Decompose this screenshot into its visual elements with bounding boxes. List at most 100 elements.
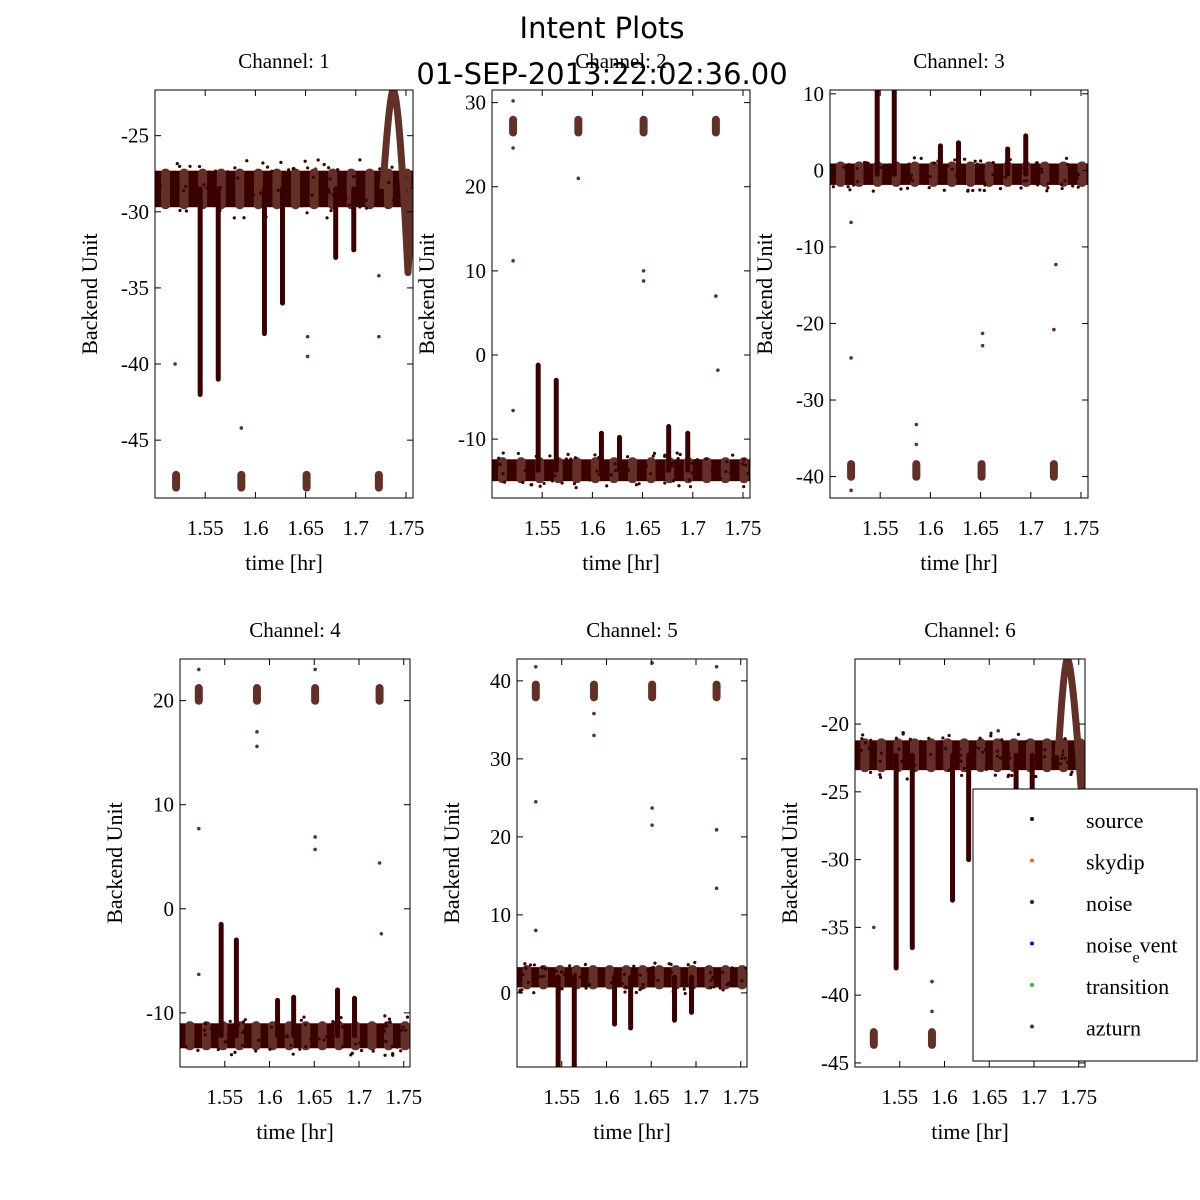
channel-1-panel: 1.55 1.6 1.65 1.7 1.75 -25 -30 -35 -40 -45 Channel… <box>77 49 424 575</box>
source-point <box>582 967 586 971</box>
source-point <box>1069 763 1073 767</box>
azturn-segment <box>301 1021 311 1051</box>
y-tick-label: -20 <box>821 712 849 736</box>
source-point <box>241 1020 246 1024</box>
source-point <box>548 977 552 982</box>
source-point <box>982 188 986 193</box>
source-point <box>989 740 993 744</box>
source-point <box>740 462 745 466</box>
x-tick-label: 1.65 <box>971 1085 1008 1109</box>
source-point <box>927 186 931 190</box>
source-point <box>927 736 931 740</box>
source-point <box>905 777 909 781</box>
source-point <box>587 983 592 987</box>
source-point <box>711 975 715 979</box>
source-point <box>226 1032 230 1037</box>
source-point <box>989 734 993 738</box>
source-point <box>578 975 582 979</box>
source-point <box>972 758 977 762</box>
source-point <box>721 970 725 974</box>
source-point <box>960 773 964 778</box>
source-point <box>983 183 987 187</box>
azturn-outlier <box>377 861 382 865</box>
azturn-segment <box>253 168 263 210</box>
x-tick-label: 1.6 <box>917 516 943 540</box>
source-point <box>1024 178 1029 183</box>
source-point <box>342 195 346 199</box>
legend-marker-5 <box>1030 1024 1034 1029</box>
azturn-segment <box>928 161 938 187</box>
y-tick-label: -35 <box>121 276 149 300</box>
source-point <box>695 473 699 477</box>
source-point <box>203 1028 207 1032</box>
source-point <box>842 165 846 169</box>
y-tick-label: -45 <box>121 428 149 452</box>
azturn-segment <box>966 161 976 187</box>
azturn-segment <box>702 457 712 484</box>
source-point <box>298 1047 302 1051</box>
source-point <box>734 979 738 983</box>
source-point <box>879 165 883 170</box>
source-point <box>978 736 982 740</box>
source-point <box>957 747 962 751</box>
source-point <box>299 1018 303 1022</box>
source-point <box>632 964 636 968</box>
x-tick-label: 1.7 <box>343 516 369 540</box>
source-point <box>326 188 330 192</box>
azturn-outlier <box>930 1009 934 1014</box>
source-point <box>642 475 646 479</box>
source-point <box>923 173 928 177</box>
x-tick-label: 1.6 <box>931 1085 957 1109</box>
source-point <box>663 453 667 457</box>
azturn-outlier <box>511 146 515 150</box>
source-point <box>641 466 646 471</box>
source-point <box>690 461 694 465</box>
source-point <box>947 733 951 738</box>
source-point <box>671 461 675 465</box>
source-point <box>645 968 650 972</box>
source-point <box>861 733 865 737</box>
source-point <box>998 756 1003 760</box>
source-point <box>188 164 192 168</box>
source-point <box>245 194 249 198</box>
source-point <box>553 474 557 478</box>
source-point <box>390 1044 394 1048</box>
azturn-segment <box>317 1021 327 1051</box>
source-point <box>637 482 641 486</box>
y-tick-label: -25 <box>821 780 849 804</box>
panel-title: Channel: 6 <box>924 618 1016 642</box>
azturn-segment <box>860 738 870 773</box>
source-point <box>919 739 923 744</box>
y-tick-label: 30 <box>465 91 486 115</box>
x-tick-label: 1.65 <box>624 516 661 540</box>
source-point <box>658 476 662 481</box>
source-point <box>830 176 834 181</box>
x-tick-label: 1.75 <box>722 1085 759 1109</box>
source-point <box>962 766 966 771</box>
azturn-segment <box>876 738 886 773</box>
source-point <box>269 186 273 190</box>
source-point <box>978 188 982 192</box>
azturn-outlier <box>305 354 310 359</box>
source-point <box>182 189 186 193</box>
source-point <box>602 970 606 974</box>
source-point <box>688 485 693 489</box>
azturn-outlier <box>849 220 853 225</box>
channel-2-panel: 1.55 1.6 1.65 1.7 1.75 30 20 10 0 -10 Channel: 2 ti… <box>414 49 761 575</box>
source-point <box>989 751 993 755</box>
source-point <box>341 1045 345 1049</box>
x-tick-label: 1.65 <box>962 516 999 540</box>
source-point <box>562 972 567 977</box>
source-point <box>1076 185 1080 189</box>
source-point <box>534 973 539 977</box>
source-point <box>567 970 572 974</box>
source-point <box>1066 162 1070 167</box>
x-tick-label: 1.75 <box>1060 1085 1097 1109</box>
source-point <box>746 472 750 476</box>
source-point <box>381 1027 385 1032</box>
source-point <box>667 972 671 976</box>
source-point <box>526 980 530 984</box>
source-point <box>1035 161 1039 165</box>
source-point <box>1063 737 1067 741</box>
x-tick-label: 1.55 <box>187 516 224 540</box>
